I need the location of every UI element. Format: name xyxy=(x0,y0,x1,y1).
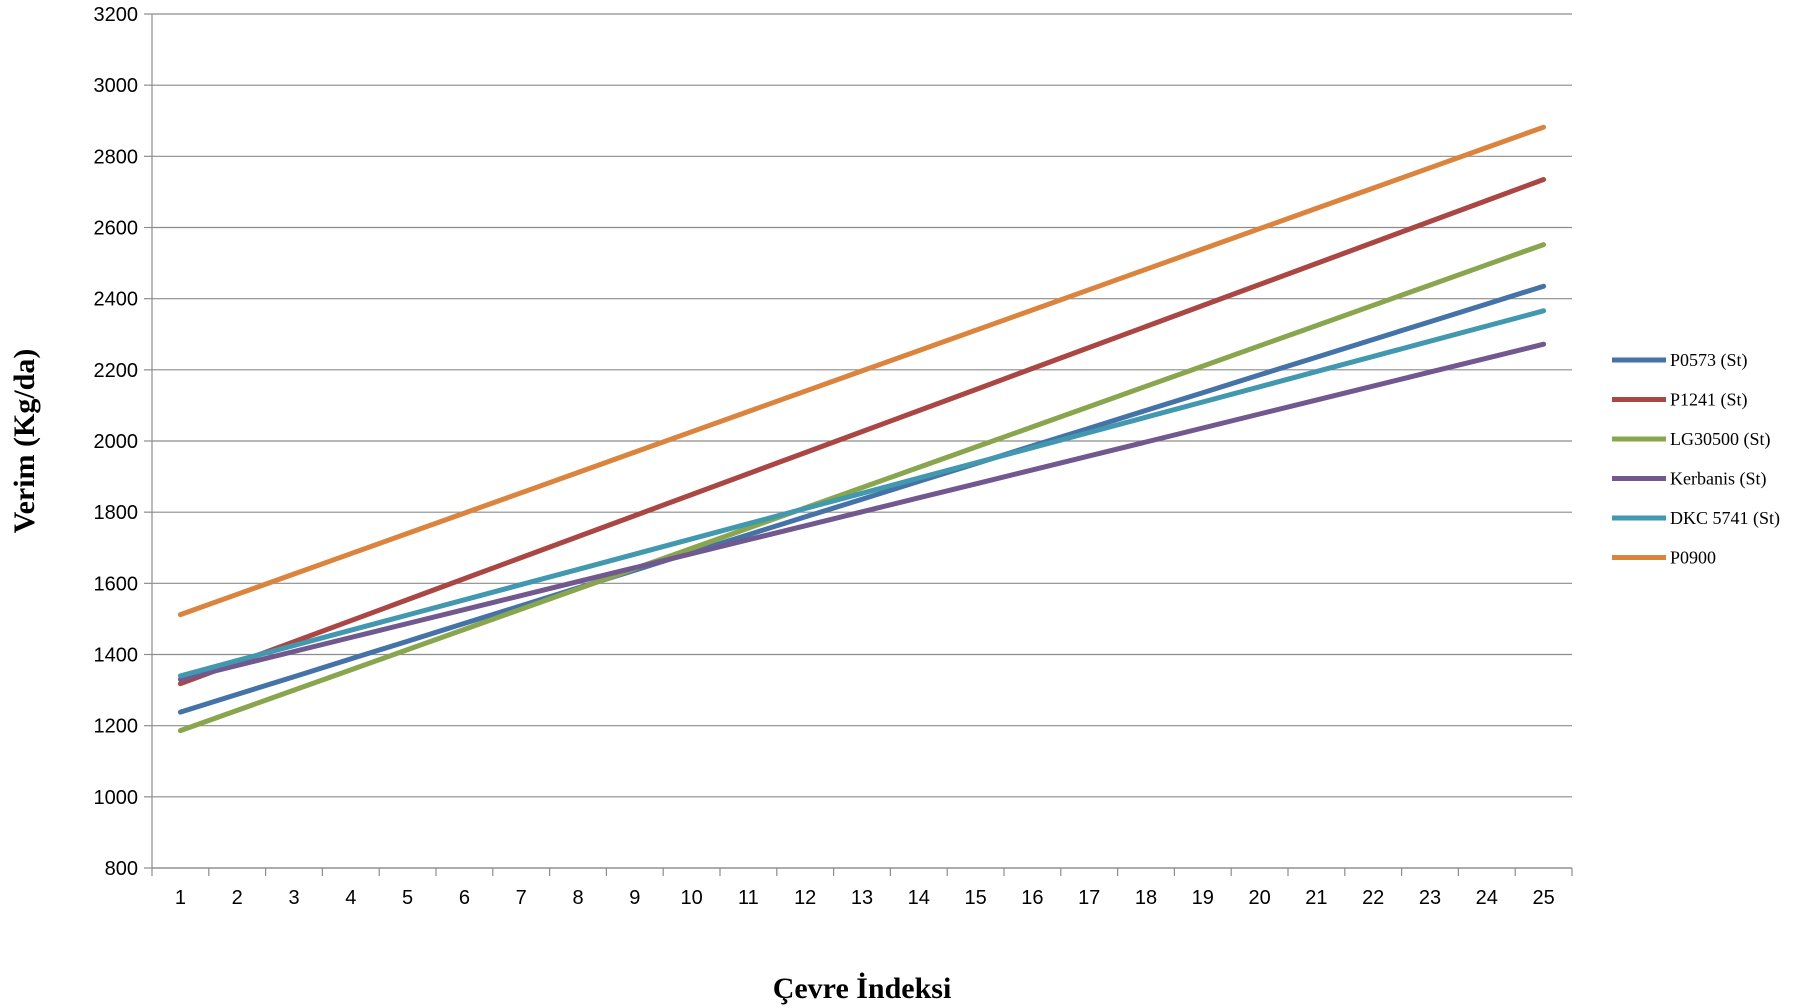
x-tick-label: 10 xyxy=(680,887,702,909)
x-tick-label: 2 xyxy=(232,887,243,909)
x-tick-label: 3 xyxy=(288,887,299,909)
y-tick-label: 2800 xyxy=(94,146,139,168)
series-line xyxy=(177,177,1547,687)
series-line xyxy=(177,124,1547,618)
legend-item: P0573 (St) xyxy=(1612,350,1748,371)
series-lines xyxy=(177,124,1547,734)
y-tick-label: 3200 xyxy=(94,4,139,26)
x-tick-label: 5 xyxy=(402,887,413,909)
x-tick-label: 6 xyxy=(459,887,470,909)
y-tick-label: 1200 xyxy=(94,716,139,738)
x-tick-label: 14 xyxy=(908,887,930,909)
y-tick-label: 1800 xyxy=(94,502,139,524)
x-tick-label: 15 xyxy=(964,887,986,909)
series-line xyxy=(177,242,1547,734)
x-tick-label: 18 xyxy=(1135,887,1157,909)
x-tick-label: 16 xyxy=(1021,887,1043,909)
y-tick-labels: 800 1000 1200 1400 1600 1800 2000 2200 2400 2600 2… xyxy=(94,4,139,880)
x-tick-labels: 1 2 3 4 5 6 7 8 9 10 11 12 13 14 15 16 17 18 19 20 21 22 23 24 2… xyxy=(175,887,1555,909)
axes xyxy=(144,13,1573,876)
x-tick-label: 19 xyxy=(1192,887,1214,909)
x-tick-label: 8 xyxy=(572,887,583,909)
legend-label: Kerbanis (St) xyxy=(1670,469,1766,490)
x-tick-label: 25 xyxy=(1532,887,1554,909)
x-tick-label: 11 xyxy=(738,887,759,909)
x-axis-title: Çevre İndeksi xyxy=(773,972,952,1005)
y-tick-label: 2400 xyxy=(94,289,139,311)
legend: P0573 (St) P1241 (St) LG30500 (St) Kerbanis… xyxy=(1612,350,1780,568)
y-tick-label: 2000 xyxy=(94,431,139,453)
x-tick-label: 1 xyxy=(175,887,186,909)
x-tick-label: 23 xyxy=(1419,887,1441,909)
y-tick-label: 3000 xyxy=(94,75,139,97)
x-tick-label: 12 xyxy=(794,887,816,909)
legend-item: P1241 (St) xyxy=(1612,390,1748,411)
series-line xyxy=(177,283,1547,715)
legend-label: P0573 (St) xyxy=(1670,350,1748,371)
legend-label: LG30500 (St) xyxy=(1670,429,1771,450)
x-tick-label: 9 xyxy=(629,887,640,909)
y-tick-label: 1400 xyxy=(94,645,139,667)
y-tick-label: 1600 xyxy=(94,573,139,595)
y-tick-label: 2600 xyxy=(94,218,139,240)
legend-item: P0900 xyxy=(1612,548,1716,568)
y-tick-label: 1000 xyxy=(94,787,139,809)
gridlines xyxy=(152,13,1572,869)
legend-item: LG30500 (St) xyxy=(1612,429,1771,450)
y-axis-title: Verim (Kg/da) xyxy=(8,349,41,534)
x-tick-label: 22 xyxy=(1362,887,1384,909)
x-tick-label: 17 xyxy=(1078,887,1100,909)
x-tick-label: 20 xyxy=(1248,887,1270,909)
x-tick-label: 13 xyxy=(851,887,873,909)
y-tick-label: 2200 xyxy=(94,360,139,382)
x-tick-label: 4 xyxy=(345,887,356,909)
legend-label: P0900 xyxy=(1670,548,1716,568)
series-line xyxy=(177,341,1547,682)
series-line xyxy=(177,308,1547,679)
x-tick-label: 21 xyxy=(1305,887,1327,909)
x-tick-label: 7 xyxy=(516,887,527,909)
legend-item: DKC 5741 (St) xyxy=(1612,508,1780,529)
x-tick-label: 24 xyxy=(1476,887,1498,909)
y-tick-label: 800 xyxy=(105,858,138,880)
legend-label: DKC 5741 (St) xyxy=(1670,508,1780,529)
legend-item: Kerbanis (St) xyxy=(1612,469,1766,490)
legend-label: P1241 (St) xyxy=(1670,390,1748,411)
